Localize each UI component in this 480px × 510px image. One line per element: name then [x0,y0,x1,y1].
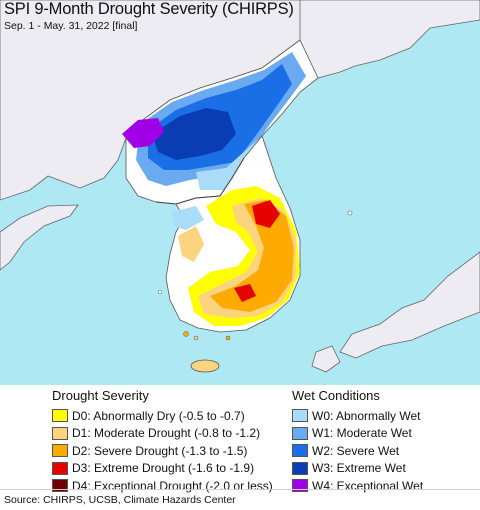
wet-w4 [122,118,164,148]
swatch-d4 [52,479,68,493]
drought-d1-west [178,226,204,262]
legend-item-d0: D0: Abnormally Dry (-0.5 to -0.7) [52,407,273,425]
wet-w0-sk [172,206,204,230]
legend-item-w4: W4: Exceptional Wet [292,477,423,495]
drought-legend-heading: Drought Severity [52,388,149,403]
legend-label-w1: W1: Moderate Wet [312,426,412,441]
drought-d3 [252,200,280,228]
drought-d2 [210,200,294,312]
swatch-d3 [52,461,68,475]
legend-label-d1: D1: Moderate Drought (-0.8 to -1.2) [72,426,261,441]
legend-item-d1: D1: Moderate Drought (-0.8 to -1.2) [52,425,273,443]
map-subtitle: Sep. 1 - May. 31, 2022 [final] [4,20,138,32]
legend-label-d4: D4: Exceptional Drought (-2.0 or less) [72,478,273,493]
legend-item-w3: W3: Extreme Wet [292,460,423,478]
legend-label-w2: W2: Severe Wet [312,443,400,458]
map-area: SPI 9-Month Drought Severity (CHIRPS) Se… [0,0,480,385]
legend-item-d2: D2: Severe Drought (-1.3 to -1.5) [52,442,273,460]
source-credit: Source: CHIRPS, UCSB, Climate Hazards Ce… [4,494,236,506]
drought-legend: Drought Severity D0: Abnormally Dry (-0.… [52,388,273,495]
swatch-d0 [52,409,68,423]
wet-legend: Wet Conditions W0: Abnormally Wet W1: Mo… [292,388,423,495]
legend-label-w3: W3: Extreme Wet [312,461,406,476]
swatch-w4 [292,479,308,493]
swatch-w2 [292,444,308,458]
ulleung-island [347,210,353,216]
wet-legend-heading: Wet Conditions [292,388,380,403]
swatch-w1 [292,426,308,440]
legend-item-w0: W0: Abnormally Wet [292,407,423,425]
footer-divider [0,489,480,490]
swatch-w3 [292,461,308,475]
japan-land [339,251,480,359]
drought-d3-south [234,284,256,302]
swatch-d1 [52,426,68,440]
shandong-land [0,204,79,271]
legend-item-w2: W2: Severe Wet [292,442,423,460]
swatch-d2 [52,444,68,458]
drought-map [0,0,480,373]
legend-item-w1: W1: Moderate Wet [292,425,423,443]
map-title: SPI 9-Month Drought Severity (CHIRPS) [4,0,294,18]
legend-label-d2: D2: Severe Drought (-1.3 to -1.5) [72,443,248,458]
legend-label-w4: W4: Exceptional Wet [312,478,424,493]
wet-w3 [152,108,236,160]
legend-item-d3: D3: Extreme Drought (-1.6 to -1.9) [52,460,273,478]
jeju-island [190,359,220,373]
japan-island [311,345,341,373]
swatch-w0 [292,409,308,423]
legend-label-d3: D3: Extreme Drought (-1.6 to -1.9) [72,461,255,476]
legend-item-d4: D4: Exceptional Drought (-2.0 or less) [52,477,273,495]
legend-label-d0: D0: Abnormally Dry (-0.5 to -0.7) [72,408,245,423]
title-box: SPI 9-Month Drought Severity (CHIRPS) Se… [4,0,294,32]
legend-label-w0: W0: Abnormally Wet [312,408,421,423]
dmz-border [155,157,245,205]
